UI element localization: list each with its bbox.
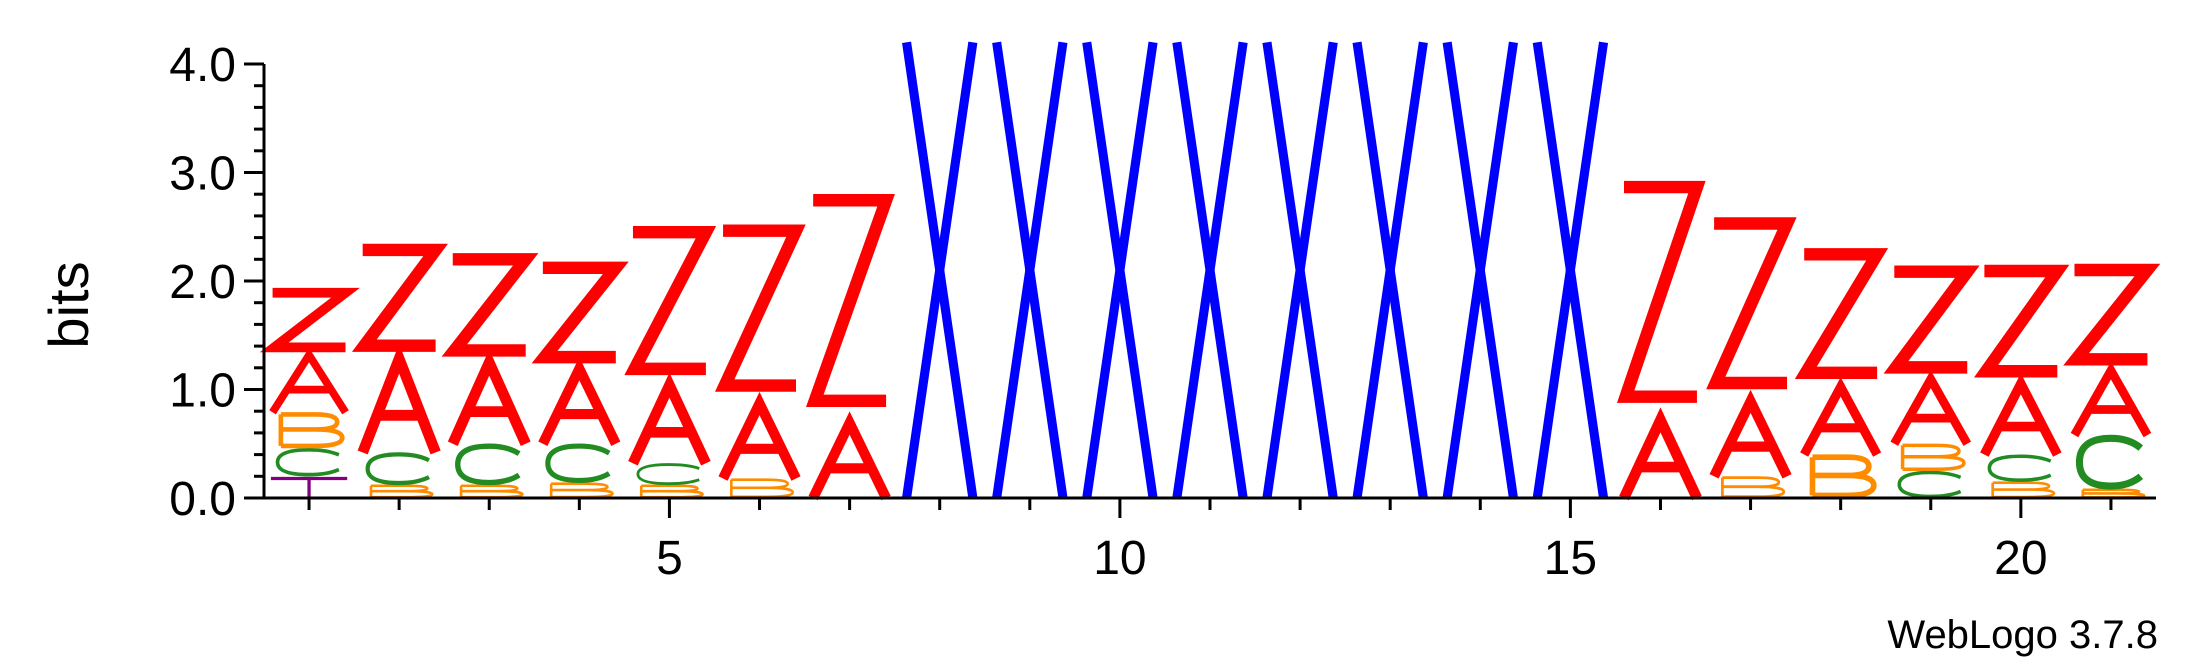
- y-tick-label: 4.0: [169, 39, 236, 92]
- logo-letter-X-pos-12: [1267, 42, 1333, 498]
- logo-letter-Z-pos-19: [1894, 272, 1967, 368]
- logo-letter-A-pos-3: [453, 363, 526, 444]
- x-tick-label: 20: [1994, 532, 2047, 585]
- logo-letter-A-pos-6: [723, 403, 796, 478]
- logo-letter-Z-pos-4: [543, 268, 616, 357]
- logo-letter-A-pos-2: [363, 359, 436, 453]
- logo-letter-B-pos-1: [281, 414, 342, 446]
- logo-letter-A-pos-1: [273, 355, 346, 412]
- logo-axes: 0.0 1.0 2.0 3.0 4.0 5 10 15 20: [169, 39, 2156, 585]
- logo-letter-C-pos-3: [458, 446, 519, 482]
- logo-letter-X-pos-11: [1177, 42, 1243, 498]
- logo-letter-A-pos-19: [1894, 379, 1967, 444]
- logo-letter-Z-pos-2: [363, 250, 436, 346]
- logo-letter-A-pos-18: [1804, 387, 1877, 455]
- logo-letter-B-pos-3: [461, 486, 522, 497]
- logo-letter-B-pos-20: [1993, 483, 2054, 497]
- x-tick-label: 10: [1093, 532, 1146, 585]
- logo-letter-X-pos-9: [997, 42, 1063, 498]
- logo-letter-B-pos-21: [2083, 490, 2144, 498]
- logo-letter-A-pos-21: [2074, 370, 2147, 435]
- logo-letter-B-pos-4: [551, 484, 612, 497]
- logo-letter-A-pos-16: [1624, 420, 1697, 498]
- logo-letter-Z-pos-7: [813, 200, 886, 401]
- logo-letter-X-pos-10: [1087, 42, 1153, 498]
- logo-letter-C-pos-5: [638, 465, 699, 484]
- y-tick-label: 1.0: [169, 365, 236, 418]
- logo-letter-B-pos-2: [371, 486, 432, 497]
- logo-letter-Z-pos-18: [1804, 254, 1877, 372]
- logo-letter-C-pos-4: [548, 446, 609, 480]
- y-axis-title: bits: [37, 261, 100, 348]
- logo-letter-C-pos-1: [278, 450, 339, 475]
- logo-letter-B-pos-19: [1903, 445, 1964, 469]
- weblogo-credit: WebLogo 3.7.8: [1887, 613, 2158, 657]
- logo-letter-T-pos-1: [271, 478, 347, 498]
- logo-letter-X-pos-15: [1537, 42, 1603, 498]
- logo-letter-Z-pos-17: [1714, 223, 1787, 382]
- y-tick-label: 3.0: [169, 148, 236, 201]
- logo-letter-B-pos-18: [1812, 457, 1873, 495]
- logo-letter-B-pos-5: [641, 486, 702, 497]
- logo-letter-Z-pos-16: [1624, 187, 1697, 397]
- logo-letter-X-pos-14: [1447, 42, 1513, 498]
- logo-letter-A-pos-4: [543, 369, 616, 444]
- logo-letter-A-pos-20: [1984, 384, 2057, 455]
- logo-letter-X-pos-8: [907, 42, 973, 498]
- logo-letter-Z-pos-21: [2074, 270, 2147, 359]
- logo-letter-Z-pos-1: [273, 293, 346, 348]
- logo-letter-C-pos-20: [1989, 456, 2050, 480]
- logo-letter-B-pos-6: [731, 480, 792, 497]
- x-tick-label: 15: [1544, 532, 1597, 585]
- logo-letter-A-pos-17: [1714, 401, 1787, 476]
- logo-letter-C-pos-21: [2079, 438, 2140, 486]
- logo-letter-C-pos-2: [368, 454, 429, 483]
- logo-letter-Z-pos-6: [723, 231, 796, 386]
- logo-letters: [271, 42, 2148, 498]
- logo-letter-Z-pos-3: [453, 259, 526, 350]
- logo-letter-C-pos-19: [1899, 473, 1960, 497]
- logo-letter-A-pos-5: [633, 385, 706, 463]
- x-tick-label: 5: [656, 532, 683, 585]
- y-tick-label: 0.0: [169, 473, 236, 526]
- logo-letter-B-pos-17: [1722, 478, 1783, 497]
- logo-letter-A-pos-7: [813, 423, 886, 498]
- y-tick-label: 2.0: [169, 256, 236, 309]
- logo-letter-X-pos-13: [1357, 42, 1423, 498]
- logo-letter-Z-pos-20: [1984, 271, 2057, 371]
- logo-letter-Z-pos-5: [633, 232, 706, 369]
